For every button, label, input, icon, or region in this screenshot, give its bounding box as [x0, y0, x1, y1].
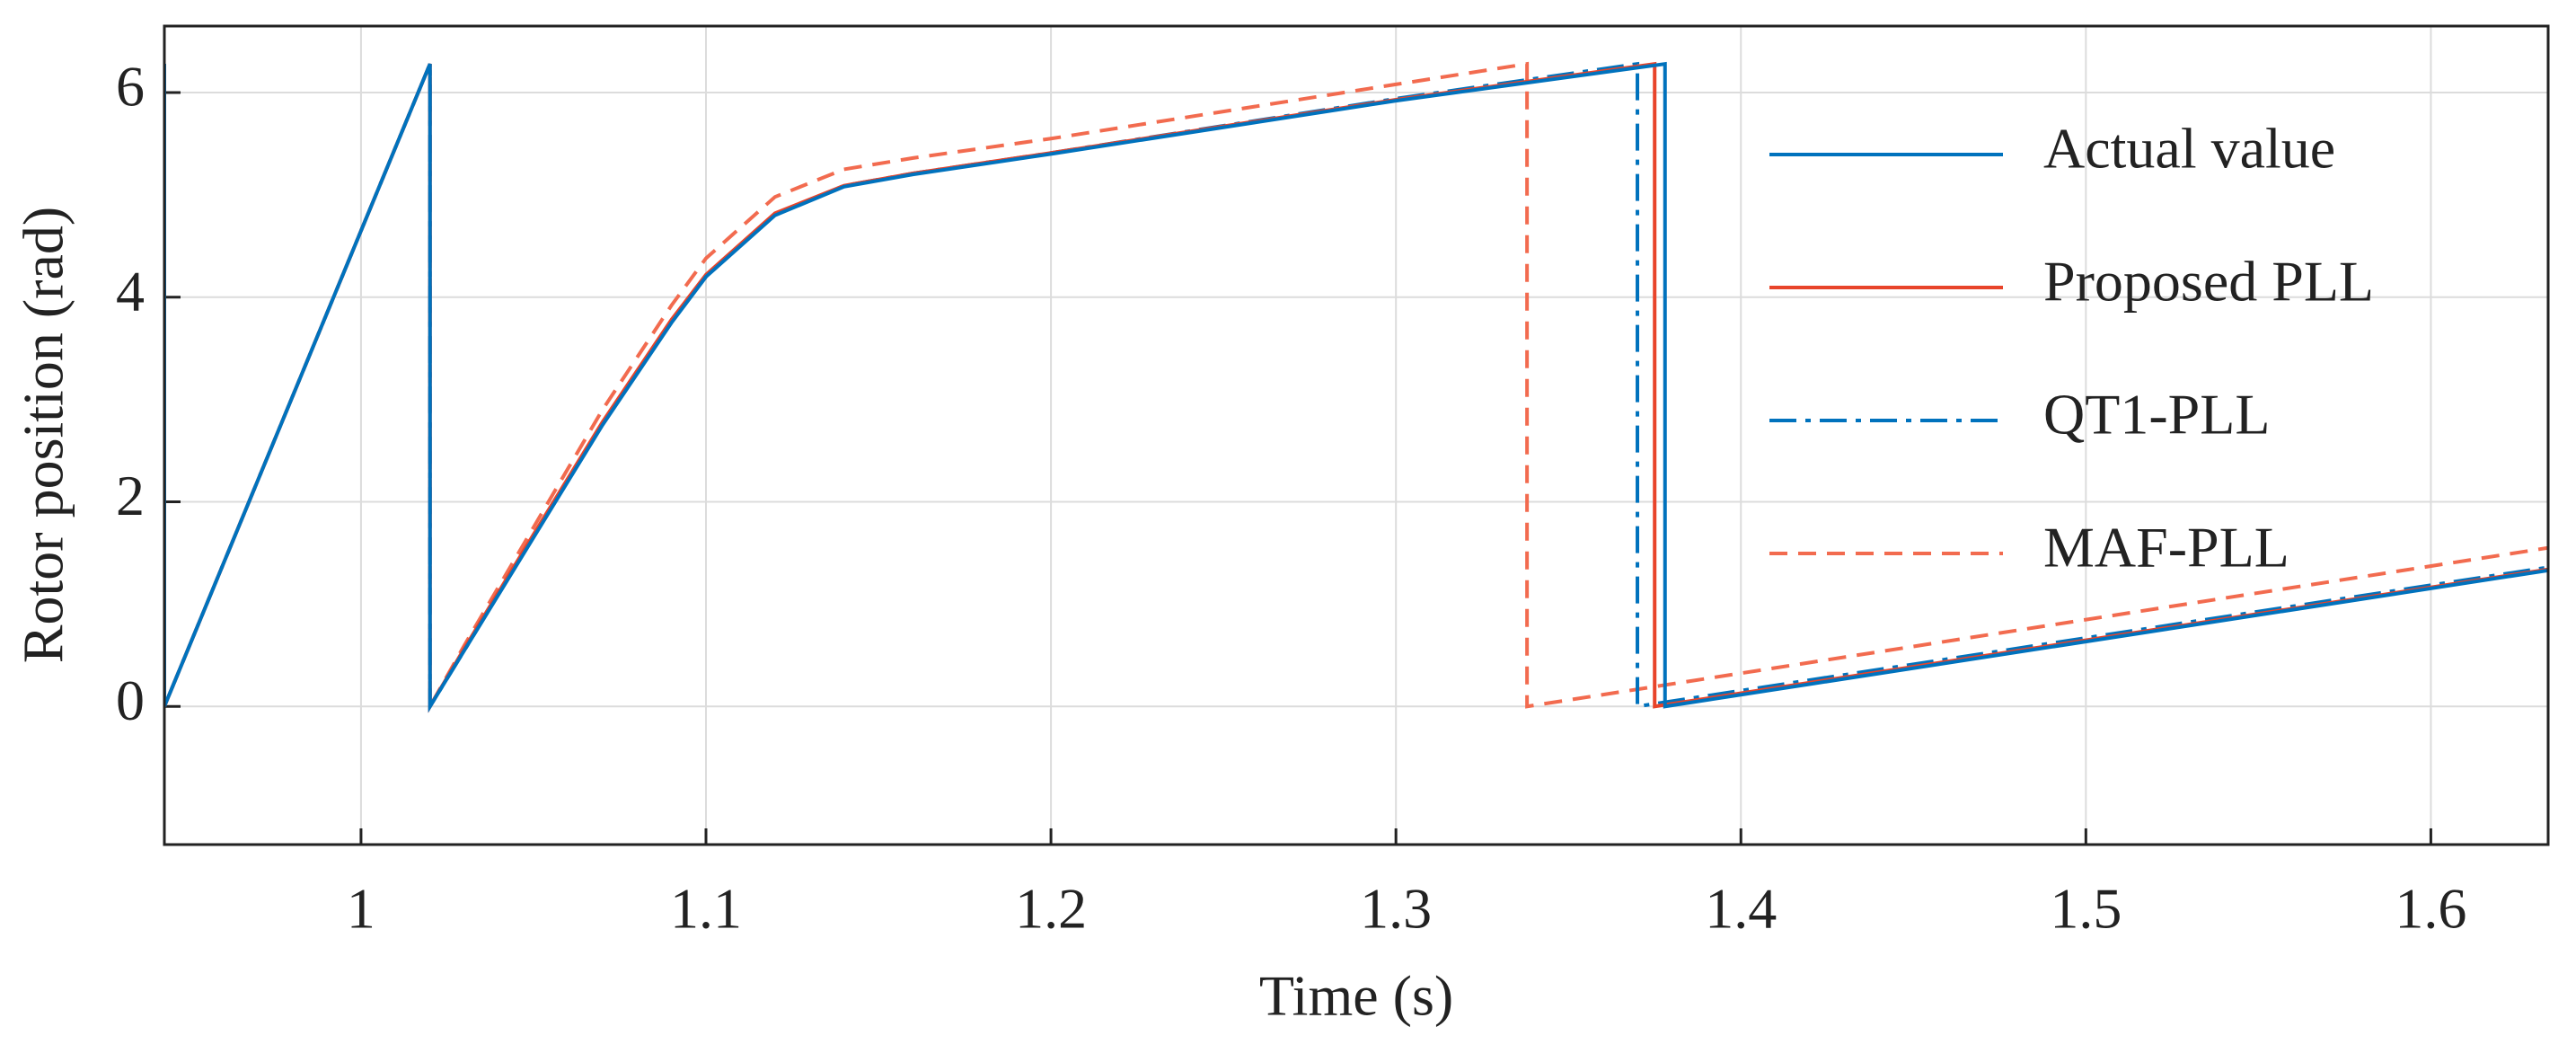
x-tick-label: 1 — [347, 877, 375, 941]
legend-label: Actual value — [2043, 117, 2335, 181]
x-tick-label: 1.1 — [670, 877, 742, 941]
x-axis-label: Time (s) — [1259, 964, 1453, 1028]
y-axis-label: Rotor position (rad) — [12, 207, 75, 663]
legend-label: QT1-PLL — [2043, 383, 2270, 447]
plot-area — [164, 61, 2548, 713]
y-tick-label: 4 — [116, 259, 145, 323]
series-line — [164, 61, 2548, 713]
legend-label: Proposed PLL — [2043, 250, 2374, 314]
x-tick-label: 1.2 — [1015, 877, 1087, 941]
x-tick-label: 1.5 — [2050, 877, 2122, 941]
y-tick-label: 6 — [116, 55, 145, 119]
y-tick-label: 2 — [116, 464, 145, 527]
y-tick-label: 0 — [116, 668, 145, 732]
axes-box — [163, 24, 2550, 846]
x-tick-label: 1.3 — [1360, 877, 1432, 941]
x-tick-label: 1.4 — [1705, 877, 1777, 941]
x-tick-label: 1.6 — [2395, 877, 2466, 941]
legend-label: MAF-PLL — [2043, 516, 2289, 580]
